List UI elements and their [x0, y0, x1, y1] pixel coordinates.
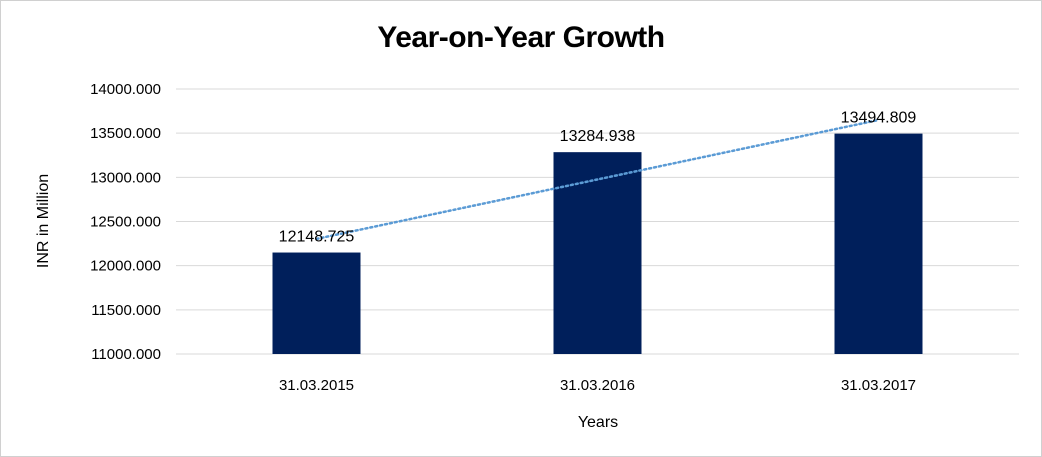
data-label: 13284.938: [560, 128, 636, 145]
y-axis-title: INR in Million: [35, 174, 52, 268]
x-tick-label: 31.03.2017: [841, 377, 916, 394]
y-tick-label: 13000.000: [90, 169, 161, 186]
x-tick-label: 31.03.2015: [279, 377, 354, 394]
bar: [834, 133, 923, 354]
bar: [553, 152, 642, 354]
chart-title: Year-on-Year Growth: [377, 21, 665, 54]
y-tick-label: 12000.000: [90, 258, 161, 275]
y-tick-label: 11000.000: [91, 346, 161, 363]
data-label: 12148.725: [279, 229, 355, 246]
y-tick-label: 13500.000: [90, 125, 161, 142]
x-tick-label: 31.03.2016: [560, 377, 635, 394]
y-tick-label: 11500.000: [91, 302, 161, 319]
x-axis-title: Years: [578, 414, 618, 431]
trendline: [315, 118, 880, 241]
bar: [272, 252, 361, 354]
y-tick-label: 14000.000: [90, 81, 161, 98]
data-label: 13494.809: [841, 110, 917, 127]
y-tick-label: 12500.000: [90, 214, 161, 231]
